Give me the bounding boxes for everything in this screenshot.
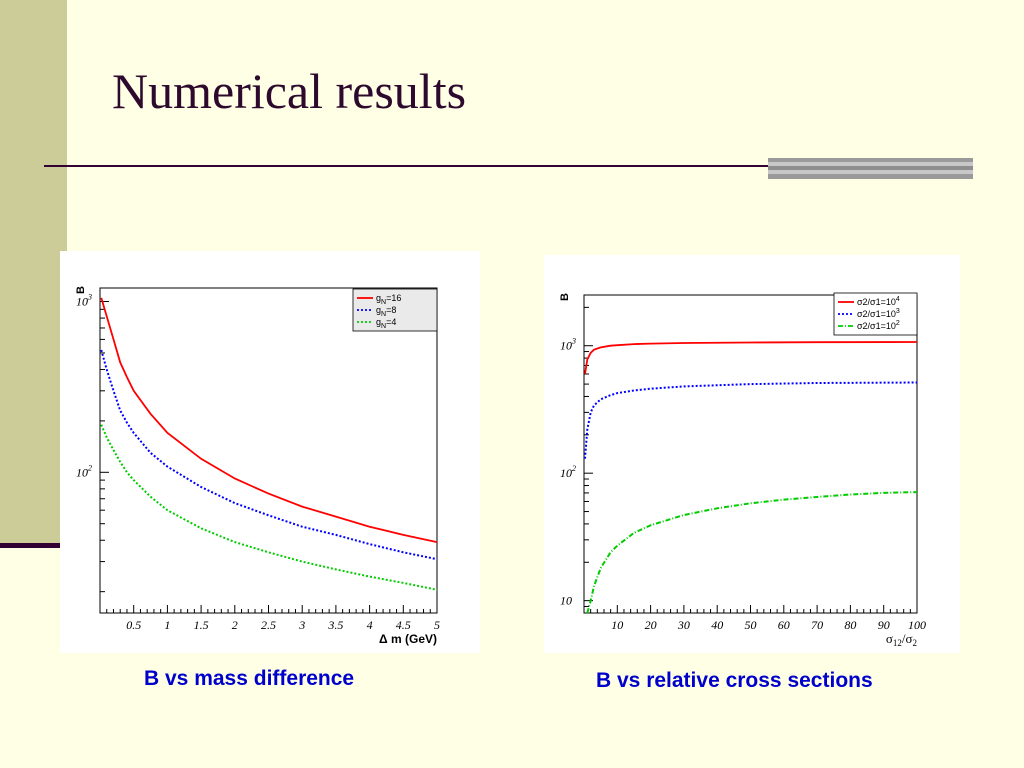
x-tick-label: 30 bbox=[677, 618, 690, 632]
x-tick-label: 1.5 bbox=[194, 618, 209, 632]
y-tick-label: 103 bbox=[560, 337, 576, 353]
sidebar-band bbox=[0, 0, 67, 548]
x-tick-label: 40 bbox=[711, 618, 723, 632]
series-line-2 bbox=[100, 424, 438, 591]
x-axis-label: Δ m (GeV) bbox=[379, 632, 437, 646]
y-tick-label: 102 bbox=[560, 464, 576, 480]
series-line-2 bbox=[586, 491, 918, 614]
caption-cross-sections: B vs relative cross sections bbox=[596, 669, 873, 692]
plot-frame bbox=[99, 287, 438, 614]
x-tick-label: 10 bbox=[611, 618, 623, 632]
x-tick-label: 2 bbox=[232, 618, 238, 632]
slide-title: Numerical results bbox=[112, 63, 467, 119]
x-tick-label: 50 bbox=[745, 618, 757, 632]
x-tick-label: 5 bbox=[434, 618, 440, 632]
x-tick-label: 3.5 bbox=[327, 618, 343, 632]
x-tick-label: 2.5 bbox=[261, 618, 276, 632]
x-tick-label: 3 bbox=[298, 618, 305, 632]
cross-section-chart: 10 20 30 40 50 60 70 80 90 100 10 102 103 σ12/σ2 B σ2/σ… bbox=[559, 292, 926, 648]
x-tick-label: 1 bbox=[164, 618, 170, 632]
series-line-1 bbox=[100, 349, 438, 561]
x-tick-label: 0.5 bbox=[126, 618, 141, 632]
title-rule-accent bbox=[768, 158, 973, 179]
y-tick-label: 102 bbox=[76, 463, 92, 479]
series-line-0 bbox=[584, 341, 918, 375]
legend-entry: σ2/σ1=104 bbox=[857, 296, 900, 307]
x-tick-label: 70 bbox=[811, 618, 823, 632]
x-tick-label: 4 bbox=[367, 618, 373, 632]
series-line-1 bbox=[584, 381, 918, 459]
x-tick-label: 4.5 bbox=[396, 618, 411, 632]
x-tick-label: 80 bbox=[844, 618, 856, 632]
x-tick-label: 60 bbox=[778, 618, 790, 632]
legend-entry: σ2/σ1=103 bbox=[857, 308, 900, 319]
x-axis-label: σ12/σ2 bbox=[886, 631, 917, 648]
sidebar-rule bbox=[0, 543, 62, 548]
x-tick-label: 100 bbox=[908, 618, 926, 632]
series-line-0 bbox=[100, 297, 438, 543]
x-tick-label: 90 bbox=[878, 618, 890, 632]
caption-mass-difference: B vs mass difference bbox=[144, 667, 355, 690]
title-rule bbox=[44, 165, 784, 167]
y-axis-label: B bbox=[75, 286, 87, 294]
y-tick-label: 10 bbox=[560, 594, 572, 608]
x-tick-label: 20 bbox=[645, 618, 657, 632]
legend-entry: σ2/σ1=102 bbox=[857, 320, 900, 331]
y-axis-label: B bbox=[559, 293, 571, 301]
